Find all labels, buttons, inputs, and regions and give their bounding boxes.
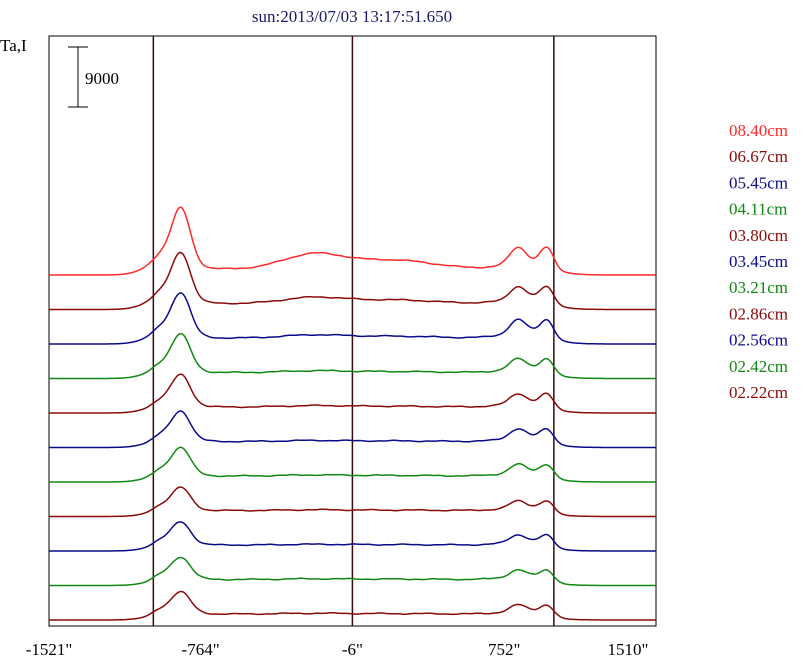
legend-entry: 02.22cm bbox=[729, 383, 788, 402]
x-tick-label: -764" bbox=[182, 640, 220, 659]
x-tick-label: 752" bbox=[488, 640, 520, 659]
x-tick-label: -1521" bbox=[26, 640, 73, 659]
series-line-08.40cm bbox=[49, 206, 656, 276]
series-line-03.45cm bbox=[49, 410, 656, 449]
legend-entry: 06.67cm bbox=[729, 147, 788, 166]
legend-entry: 08.40cm bbox=[729, 121, 788, 140]
series-line-02.86cm bbox=[49, 486, 656, 518]
vertical-markers bbox=[152, 36, 555, 626]
x-tick-label: -6" bbox=[342, 640, 363, 659]
series-line-03.80cm bbox=[49, 373, 656, 414]
series-line-02.42cm bbox=[49, 556, 656, 587]
legend-entry: 03.80cm bbox=[729, 226, 788, 245]
series-line-04.11cm bbox=[49, 332, 656, 380]
legend-entry: 03.45cm bbox=[729, 252, 788, 271]
series-line-02.22cm bbox=[49, 590, 656, 621]
series-line-02.56cm bbox=[49, 521, 656, 552]
chart-title: sun:2013/07/03 13:17:51.650 bbox=[252, 7, 452, 26]
series-line-03.21cm bbox=[49, 446, 656, 483]
series-line-06.67cm bbox=[49, 251, 656, 311]
series-line-05.45cm bbox=[49, 292, 656, 345]
x-tick-label: 1510" bbox=[608, 640, 649, 659]
legend-entry: 03.21cm bbox=[729, 278, 788, 297]
y-axis-label: Ta,I bbox=[0, 36, 27, 55]
legend-entry: 05.45cm bbox=[729, 173, 788, 192]
legend-entry: 04.11cm bbox=[729, 200, 787, 219]
legend-entry: 02.42cm bbox=[729, 357, 788, 376]
x-tick-labels: -1521" -764" -6" 752" 1510" bbox=[26, 640, 649, 659]
series-lines bbox=[49, 206, 656, 621]
scale-bar-label: 9000 bbox=[85, 69, 119, 88]
legend-entry: 02.56cm bbox=[729, 331, 788, 350]
scale-bar: 9000 bbox=[68, 46, 119, 108]
legend: 08.40cm 06.67cm 05.45cm 04.11cm 03.80cm 03.45… bbox=[729, 121, 788, 402]
legend-entry: 02.86cm bbox=[729, 304, 788, 323]
